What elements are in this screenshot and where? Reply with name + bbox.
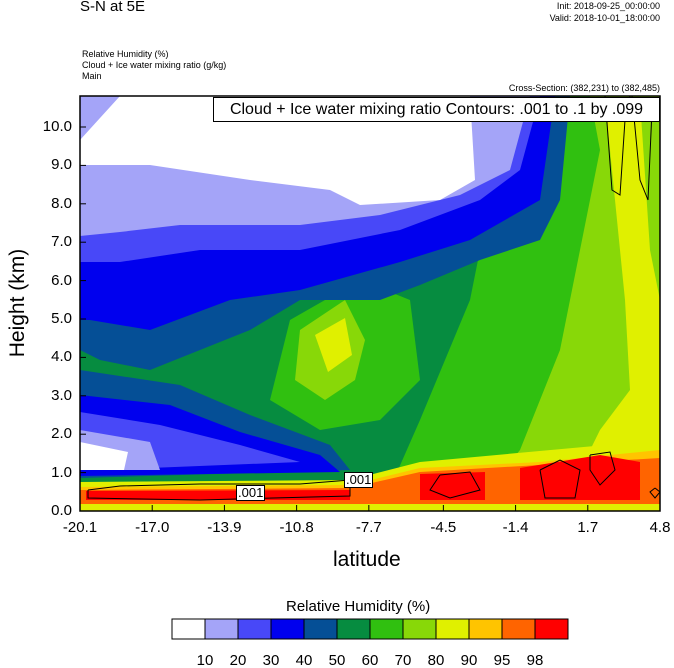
rh-contour-region	[560, 100, 660, 511]
x-tick-label: -1.4	[502, 519, 529, 536]
y-tick-label: 8.0	[51, 194, 72, 212]
rh-contour-region	[80, 96, 475, 205]
cloud-contour-line	[631, 96, 653, 201]
rh-contour-region	[520, 455, 640, 500]
filled-contours	[80, 96, 660, 511]
contour-label: .001	[236, 485, 266, 501]
y-tick-label: 1.0	[51, 463, 72, 481]
colorbar-swatch	[303, 618, 338, 640]
x-tick-label: 1.7	[577, 519, 599, 536]
y-tick-label: 0.0	[51, 502, 72, 519]
contour-label: .001	[344, 472, 374, 488]
colorbar-swatch	[501, 618, 536, 640]
colorbar-label: 90	[460, 652, 478, 668]
contour-info-box: Cloud + Ice water mixing ratio Contours:…	[213, 97, 660, 122]
x-tick-label: -13.9	[207, 519, 242, 536]
colorbar-swatch	[369, 618, 404, 640]
y-tick-label: 7.0	[51, 233, 72, 251]
y-tick-label: 2.0	[51, 425, 72, 443]
valid-time: Valid: 2018-10-01_18:00:00	[549, 13, 660, 23]
colorbar-swatch	[336, 618, 371, 640]
colorbar-label: 98	[526, 652, 544, 668]
y-tick-label: 3.0	[51, 386, 72, 404]
colorbar-swatch	[237, 618, 272, 640]
x-tick-label: -17.0	[135, 519, 170, 536]
cross-section-label: Cross-Section: (382,231) to (382,485)	[508, 83, 660, 93]
y-tick-label: 4.0	[51, 348, 72, 366]
colorbar-label: 95	[493, 652, 511, 668]
rh-contour-region	[80, 504, 660, 511]
colorbar-label: 40	[295, 652, 313, 668]
y-tick-label: 10.0	[42, 118, 72, 135]
plot-frame	[79, 95, 661, 512]
colorbar-title: Relative Humidity (%)	[286, 598, 431, 615]
x-tick-label: -7.7	[355, 519, 382, 536]
colorbar-swatch	[468, 618, 503, 640]
colorbar-swatch	[534, 618, 569, 640]
colorbar-label: 10	[196, 652, 214, 668]
rh-contour-region	[420, 472, 485, 500]
cloud-contour-line	[539, 459, 581, 499]
colorbar-label: 30	[262, 652, 280, 668]
colorbar-label: 60	[361, 652, 379, 668]
colorbar-swatch	[402, 618, 437, 640]
colorbar-label: 80	[427, 652, 445, 668]
y-axis-label: Height (km)	[6, 248, 29, 358]
field-label-main: Main	[82, 71, 102, 81]
rh-contour-region	[470, 96, 660, 511]
y-tick-label: 9.0	[51, 156, 72, 174]
colorbar-swatch	[204, 618, 239, 640]
init-time: Init: 2018-09-25_00:00:00	[556, 1, 660, 11]
x-tick-label: -10.8	[279, 519, 314, 536]
field-label-cloud: Cloud + Ice water mixing ratio (g/kg)	[82, 60, 227, 70]
x-tick-label: -4.5	[430, 519, 457, 536]
y-tick-label: 5.0	[51, 310, 72, 327]
colorbar-swatch	[270, 618, 305, 640]
y-tick-label: 6.0	[51, 271, 72, 289]
rh-contour-region	[80, 442, 128, 470]
figure-title: S-N at 5E	[80, 0, 146, 15]
colorbar-label: 20	[229, 652, 247, 668]
x-tick-label: 4.8	[649, 519, 671, 536]
colorbar-swatch	[171, 618, 206, 640]
colorbar-label: 50	[328, 652, 346, 668]
colorbar-label: 70	[394, 652, 412, 668]
x-axis-label: latitude	[333, 548, 401, 571]
cloud-contour-line	[649, 487, 660, 499]
rh-contour-region	[315, 318, 352, 372]
x-tick-label: -20.1	[62, 519, 98, 536]
field-label-rh: Relative Humidity (%)	[82, 49, 169, 59]
cloud-contour-line	[429, 471, 481, 499]
cloud-contour-line	[589, 451, 616, 486]
colorbar-swatch	[435, 618, 470, 640]
